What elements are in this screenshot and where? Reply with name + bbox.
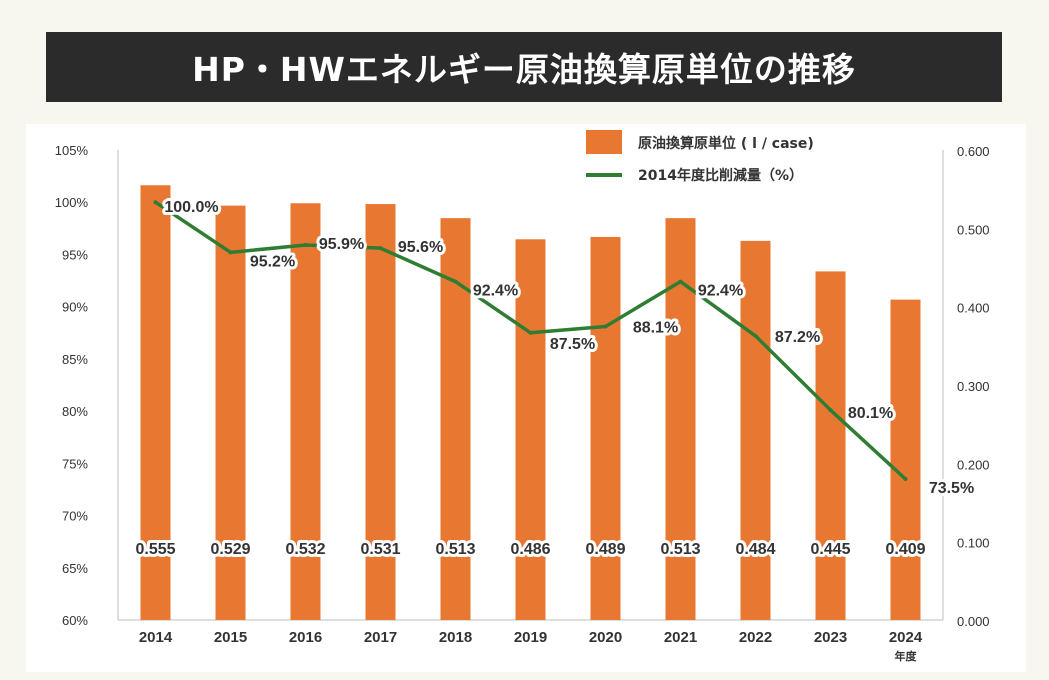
line-value-label: 73.5%: [929, 480, 974, 497]
right-axis-tick: 0.300: [957, 379, 990, 394]
bar-value-label: 0.531: [360, 541, 400, 558]
line-value-label: 92.4%: [698, 283, 743, 300]
left-axis-tick: 100%: [55, 195, 89, 210]
right-axis-tick: 0.000: [957, 614, 990, 629]
bar: [440, 218, 471, 620]
line-value-label: 87.2%: [775, 329, 820, 346]
left-axis-tick: 105%: [55, 143, 89, 158]
right-axis-tick: 0.400: [957, 301, 990, 316]
bar: [140, 185, 171, 620]
bar: [665, 218, 696, 620]
line-point: [153, 200, 158, 205]
line-value-label: 87.5%: [550, 336, 595, 353]
line-point: [528, 330, 533, 335]
bar-value-label: 0.532: [285, 541, 325, 558]
line-value-label: 95.2%: [250, 253, 295, 270]
line-point: [603, 324, 608, 329]
right-axis-tick: 0.500: [957, 222, 990, 237]
bar: [215, 205, 246, 620]
line-point: [828, 408, 833, 413]
left-axis-tick: 80%: [62, 404, 88, 419]
bar-value-label: 0.513: [435, 541, 475, 558]
bar-value-label: 0.529: [210, 541, 250, 558]
legend-bar-swatch: [586, 130, 622, 154]
left-axis-tick: 85%: [62, 352, 88, 367]
left-axis-tick: 95%: [62, 247, 88, 262]
bar: [365, 204, 396, 621]
line-point: [378, 246, 383, 251]
line-point: [903, 477, 908, 481]
right-axis-tick: 0.200: [957, 457, 990, 472]
bar: [740, 240, 771, 620]
x-axis-tick: 2016: [289, 629, 322, 646]
left-axis-tick: 65%: [62, 561, 88, 576]
bar: [890, 299, 921, 620]
bar-value-label: 0.445: [810, 541, 850, 558]
line-point: [228, 250, 233, 255]
x-axis-tick: 2018: [439, 629, 472, 646]
chart-title-bar: HP・HWエネルギー原油換算原単位の推移: [46, 32, 1002, 102]
line-value-label: 95.6%: [398, 239, 443, 256]
line-value-label: 95.9%: [319, 236, 364, 253]
bar-value-label: 0.486: [510, 541, 550, 558]
line-value-label: 92.4%: [473, 283, 518, 300]
line-point: [303, 243, 308, 248]
x-axis-tick: 2021: [664, 629, 697, 646]
bar-value-label: 0.555: [135, 541, 175, 558]
left-axis-tick: 90%: [62, 300, 88, 315]
bar-value-label: 0.489: [585, 541, 625, 558]
chart-panel: 60% 65% 70% 75% 80% 85% 90% 95% 100% 105% 0.000 0.1…: [26, 124, 1026, 672]
bar: [590, 236, 621, 620]
line-point: [453, 279, 458, 284]
line-value-label: 88.1%: [633, 320, 678, 337]
line-value-label: 100.0%: [164, 199, 218, 216]
left-axis-tick: 70%: [62, 509, 88, 524]
x-axis-tick: 2023: [814, 629, 847, 646]
chart-title: HP・HWエネルギー原油換算原単位の推移: [192, 50, 856, 89]
bar-value-label: 0.513: [660, 541, 700, 558]
bar-value-label: 0.409: [885, 541, 925, 558]
line-point: [678, 279, 683, 284]
x-axis-tick: 2019: [514, 629, 547, 646]
legend-line-label: 2014年度比削減量（%）: [638, 167, 803, 184]
x-axis-tick: 2017: [364, 629, 397, 646]
bar: [515, 239, 546, 621]
legend-bar-label: 原油換算原単位 ( l / case): [638, 135, 814, 152]
bar: [815, 271, 846, 620]
bar: [290, 203, 321, 620]
x-axis-tick: 2022: [739, 629, 772, 646]
right-axis-tick: 0.100: [957, 536, 990, 551]
line-point: [753, 333, 758, 338]
combo-chart: 60% 65% 70% 75% 80% 85% 90% 95% 100% 105% 0.000 0.1…: [55, 130, 990, 663]
x-axis-unit-label: 年度: [895, 649, 918, 663]
left-axis-tick: 60%: [62, 613, 88, 628]
x-axis-tick: 2020: [589, 629, 622, 646]
line-value-label: 80.1%: [848, 405, 893, 422]
left-axis-tick: 75%: [62, 456, 88, 471]
right-axis-tick: 0.600: [957, 144, 990, 159]
x-axis-tick: 2014: [139, 629, 173, 646]
x-axis-tick: 2024: [889, 629, 923, 646]
x-axis-tick: 2015: [214, 629, 247, 646]
bar-value-label: 0.484: [735, 541, 775, 558]
